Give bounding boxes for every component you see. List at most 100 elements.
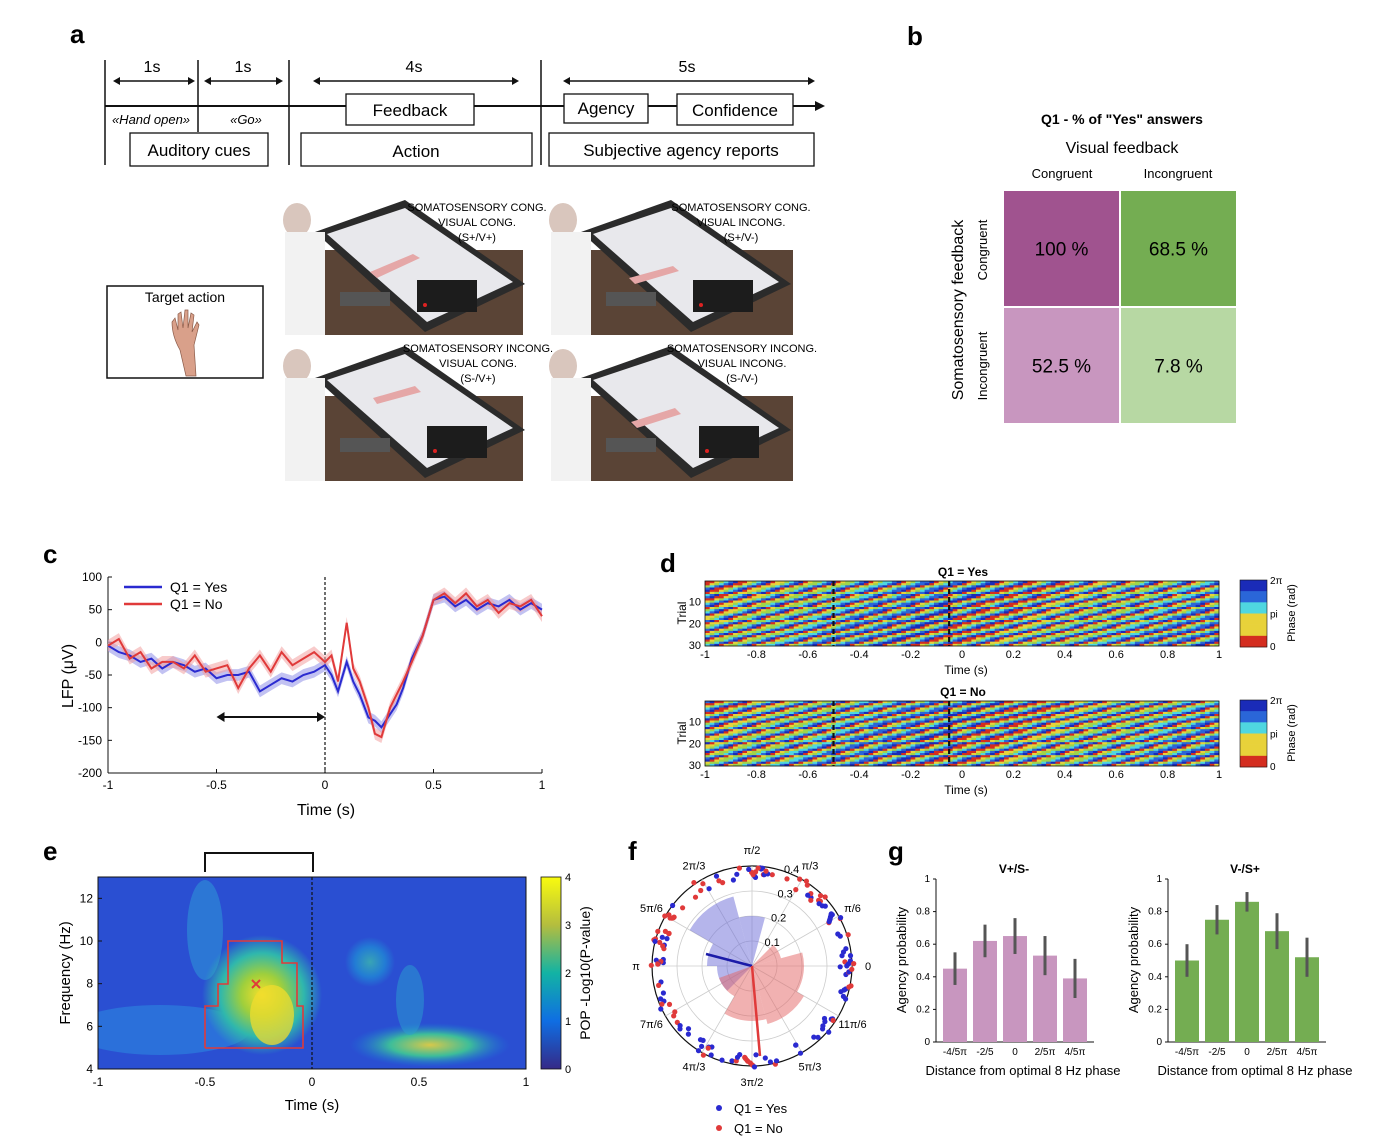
phase-cell: [845, 591, 851, 595]
phase-cell: [1046, 607, 1052, 610]
phase-cell: [1018, 617, 1024, 621]
phase-cell: [1195, 716, 1201, 719]
phase-cell: [929, 607, 935, 610]
phase-cell: [784, 604, 790, 608]
phase-cell: [901, 724, 907, 728]
phase-cell: [966, 707, 972, 710]
phase-cell: [1139, 705, 1145, 708]
phase-cell: [1032, 596, 1038, 599]
phase-cell: [1130, 613, 1136, 616]
phase-cell: [1148, 705, 1154, 708]
phase-cell: [1097, 703, 1103, 706]
phase-cell: [1008, 600, 1014, 603]
phase-cell: [817, 637, 823, 640]
phase-cell: [756, 581, 762, 584]
phase-cell: [845, 589, 851, 593]
phase-cell: [821, 598, 827, 601]
phase-cell: [1130, 635, 1136, 638]
phase-cell: [1158, 633, 1164, 636]
phase-cell: [1050, 709, 1056, 713]
phase-cell: [1134, 628, 1140, 632]
phase-cell: [868, 596, 874, 599]
phase-cell: [1162, 598, 1168, 601]
phase-cell: [924, 639, 930, 642]
phase-cell: [1074, 727, 1080, 730]
y-tick-label: 100: [82, 570, 102, 584]
phase-cell: [840, 628, 846, 632]
phase-cell: [1041, 589, 1047, 593]
phase-cell: [938, 583, 944, 586]
phase-cell: [1008, 724, 1014, 728]
phase-cell: [1008, 701, 1014, 704]
phase-cell: [742, 626, 748, 629]
phase-cell: [849, 716, 855, 719]
phase-cell: [1074, 598, 1080, 601]
phase-cell: [957, 729, 963, 732]
phase-cell: [1050, 701, 1056, 704]
phase-cell: [840, 643, 846, 647]
phase-cell: [733, 622, 739, 625]
phase-cell: [1074, 641, 1080, 645]
phase-cell: [1111, 611, 1117, 614]
phase-cell: [962, 727, 968, 730]
phase-cell: [1181, 727, 1187, 730]
phase-cell: [994, 716, 1000, 719]
phase-cell: [1162, 716, 1168, 719]
phase-cell: [1092, 709, 1098, 713]
phase-cell: [1050, 589, 1056, 593]
phase-cell: [891, 633, 897, 636]
phase-cell: [887, 633, 893, 636]
phase-cell: [859, 707, 865, 710]
phase-cell: [1088, 615, 1094, 619]
phase-cell: [957, 591, 963, 595]
phase-cell: [817, 617, 823, 621]
phase-cell: [868, 703, 874, 706]
phase-cell: [1022, 703, 1028, 706]
phase-cell: [924, 727, 930, 730]
phase-cell: [1046, 622, 1052, 625]
phase-cell: [919, 622, 926, 625]
phase-cell: [1008, 633, 1014, 636]
phase-cell: [751, 591, 757, 595]
phase-cell: [1204, 630, 1211, 634]
phase-cell: [756, 716, 762, 719]
phase-cell: [957, 609, 963, 612]
phase-cell: [976, 639, 982, 642]
phase-cell: [817, 714, 823, 717]
phase-cell: [905, 718, 911, 721]
phase-cell: [1134, 620, 1140, 623]
phase-cell: [705, 639, 711, 642]
phase-cell: [924, 630, 930, 634]
phase-cell: [896, 709, 902, 713]
phase-cell: [784, 585, 790, 588]
phase-cell: [924, 729, 930, 732]
phase-cell: [966, 701, 972, 704]
phase-cell: [803, 714, 809, 717]
phase-cell: [826, 641, 832, 645]
phase-cell: [859, 711, 865, 715]
phase-cell: [751, 609, 757, 612]
phase-cell: [835, 628, 841, 632]
phase-cell: [1092, 602, 1098, 606]
phase-cell: [1032, 722, 1038, 726]
phase-cell: [1204, 607, 1211, 610]
phase-cell: [1055, 600, 1061, 603]
phase-cell: [1004, 705, 1010, 708]
phase-cell: [821, 731, 827, 734]
phase-cell: [1097, 637, 1103, 640]
phase-cell: [919, 607, 926, 610]
phase-cell: [1144, 641, 1150, 645]
phase-cell: [1148, 585, 1154, 588]
phase-cell: [845, 637, 851, 640]
phase-cell: [765, 630, 771, 634]
phase-cell: [1120, 718, 1126, 721]
phase-cell: [1148, 641, 1154, 645]
phase-cell: [719, 609, 725, 612]
phase-cell: [1158, 630, 1164, 634]
phase-cell: [775, 607, 781, 610]
phase-cell: [798, 581, 804, 584]
phase-cell: [957, 626, 963, 629]
phase-cell: [723, 609, 729, 612]
phase-cell: [919, 727, 926, 730]
phase-cell: [947, 581, 954, 584]
